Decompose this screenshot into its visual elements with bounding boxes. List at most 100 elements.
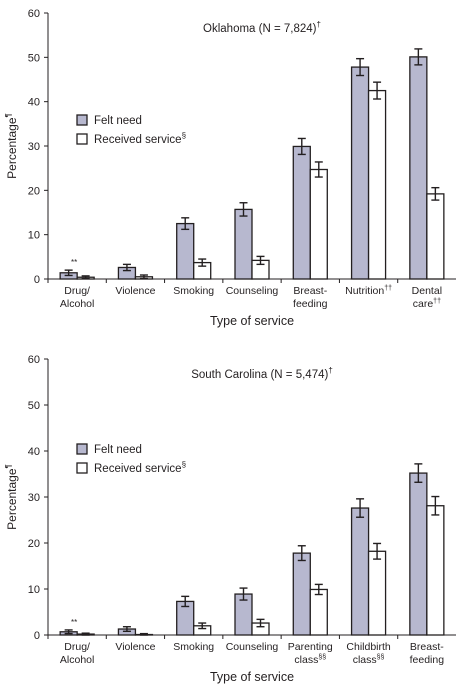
y-tick-label: 20 [28, 185, 40, 197]
bar-felt-need [352, 508, 369, 635]
chart-title-sup: † [317, 20, 321, 29]
x-tick-label: Nutrition†† [345, 285, 392, 297]
x-tick-label: Parenting [288, 641, 333, 653]
legend-label-felt-need: Felt need [94, 444, 142, 456]
x-axis-title: Type of service [210, 314, 294, 328]
chart-title: Oklahoma (N = 7,824)† [203, 20, 321, 35]
bar-felt-need [410, 57, 427, 279]
footnote-marker: ** [71, 618, 77, 627]
bar-received-service [310, 169, 327, 279]
x-tick-label-main: Counseling [226, 285, 279, 297]
legend-label-received-service-main: Received service [94, 463, 182, 475]
y-tick-label: 0 [34, 630, 40, 642]
x-tick-label-line2-main: feeding [293, 298, 328, 310]
x-tick-label-line2-main: Alcohol [60, 298, 94, 310]
x-tick-label: Drug/ [64, 641, 90, 653]
legend-label-felt-need: Felt need [94, 115, 142, 127]
legend-label-received-service: Received service§ [94, 131, 186, 146]
chart-title-main: South Carolina (N = 5,474) [191, 369, 328, 381]
bar-received-service [369, 91, 386, 279]
bar-felt-need [293, 146, 310, 279]
x-tick-label: Childbirth [346, 641, 391, 653]
y-tick-label: 40 [28, 446, 40, 458]
x-tick-label-line2: feeding [410, 654, 445, 666]
x-tick-label-main: Violence [115, 641, 155, 653]
y-tick-label: 50 [28, 52, 40, 64]
legend-swatch-received-service [77, 134, 87, 144]
bar-received-service [427, 506, 444, 635]
x-tick-label: Breast- [293, 285, 327, 297]
y-tick-label: 40 [28, 97, 40, 109]
bar-felt-need [293, 553, 310, 635]
x-tick-label: Violence [115, 641, 155, 653]
y-tick-label: 30 [28, 141, 40, 153]
legend-label-received-service-sup: § [182, 460, 186, 469]
legend-swatch-felt-need [77, 444, 87, 454]
bar-received-service [427, 194, 444, 279]
y-axis-title-main: Percentage [5, 117, 19, 179]
y-axis-title: Percentage¶ [4, 464, 19, 530]
y-axis-title-sup: ¶ [4, 113, 13, 117]
x-tick-label-main: Parenting [288, 641, 333, 653]
x-tick-label-main: Smoking [173, 285, 214, 297]
x-axis-title: Type of service [210, 670, 294, 684]
chart-panel-2: 0 10 20 30 40 50 60 Percentage¶ South Carolina (… [4, 354, 456, 684]
x-tick-label-main: Dental [412, 285, 442, 297]
bar-felt-need [235, 209, 252, 279]
x-tick-label: Counseling [226, 641, 279, 653]
x-tick-label-line2: feeding [293, 298, 328, 310]
x-tick-label-main: Counseling [226, 641, 279, 653]
x-tick-label: Drug/ [64, 285, 90, 297]
x-tick-label-main: Nutrition [345, 285, 384, 297]
x-tick-label-main: Childbirth [346, 641, 391, 653]
x-tick-label-line2-main: Alcohol [60, 654, 94, 666]
y-tick-label: 30 [28, 492, 40, 504]
bar-received-service [369, 551, 386, 635]
x-tick-label-line2-sup: †† [433, 298, 441, 305]
y-tick-label: 10 [28, 230, 40, 242]
x-tick-label-line2-main: class [294, 654, 318, 666]
x-tick-label-main: Drug/ [64, 285, 90, 297]
footnote-marker: ** [71, 258, 77, 267]
x-tick-label: Smoking [173, 285, 214, 297]
x-tick-label: Counseling [226, 285, 279, 297]
x-tick-label-sup: †† [384, 285, 392, 292]
y-axis-title-sup: ¶ [4, 464, 13, 468]
chart-title: South Carolina (N = 5,474)† [191, 366, 333, 381]
chart-title-main: Oklahoma (N = 7,824) [203, 23, 317, 35]
x-tick-label-line2: Alcohol [60, 298, 94, 310]
x-tick-label-line2: class§§ [294, 654, 326, 666]
x-tick-label-line2-main: class [353, 654, 377, 666]
x-tick-label-line2: Alcohol [60, 654, 94, 666]
legend-label-received-service: Received service§ [94, 460, 186, 475]
legend-label-felt-need-main: Felt need [94, 444, 142, 456]
x-tick-label-line2-main: care [413, 298, 434, 310]
y-axis-title-main: Percentage [5, 468, 19, 530]
bar-felt-need [410, 473, 427, 635]
y-tick-label: 10 [28, 584, 40, 596]
x-tick-label-main: Breast- [410, 641, 444, 653]
y-tick-label: 60 [28, 354, 40, 366]
y-axis-title: Percentage¶ [4, 113, 19, 179]
x-tick-label-line2-sup: §§ [377, 654, 385, 661]
bar-felt-need [177, 224, 194, 279]
x-tick-label-main: Smoking [173, 641, 214, 653]
bar-received-service [310, 589, 327, 635]
x-tick-label-line2: class§§ [353, 654, 385, 666]
chart-title-sup: † [328, 366, 332, 375]
x-tick-label-line2-main: feeding [410, 654, 445, 666]
x-tick-label: Breast- [410, 641, 444, 653]
legend-label-felt-need-main: Felt need [94, 115, 142, 127]
x-tick-label-line2: care†† [413, 298, 441, 310]
x-tick-label-main: Drug/ [64, 641, 90, 653]
y-tick-label: 20 [28, 538, 40, 550]
x-tick-label-main: Violence [115, 285, 155, 297]
x-tick-label-main: Breast- [293, 285, 327, 297]
bar-felt-need [352, 67, 369, 279]
legend-label-received-service-main: Received service [94, 134, 182, 146]
y-tick-label: 50 [28, 400, 40, 412]
y-tick-label: 60 [28, 8, 40, 20]
